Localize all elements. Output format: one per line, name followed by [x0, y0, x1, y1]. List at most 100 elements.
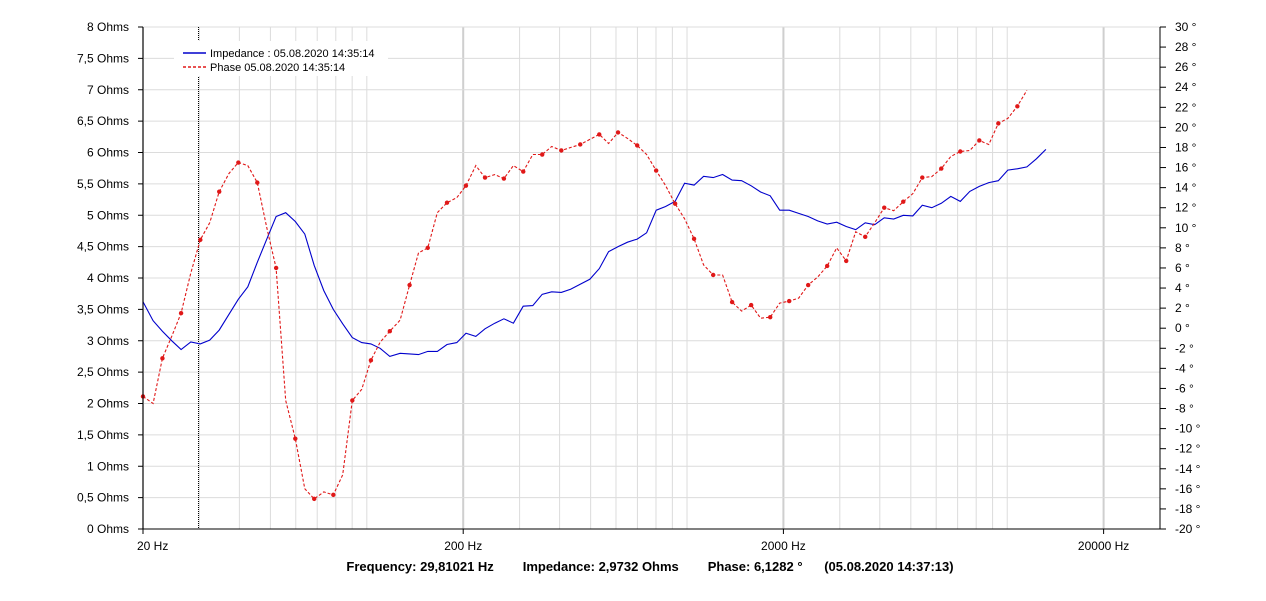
left-tick-label: 7 Ohms — [87, 83, 129, 97]
left-tick-label: 1,5 Ohms — [77, 428, 129, 442]
phase-point — [425, 245, 430, 251]
left-tick-label: 5,5 Ohms — [77, 177, 129, 191]
right-axis-ticks: -20 ° -18 ° -16 ° -14 ° -12 ° -10 ° -8 ° -6 ° -4… — [1160, 20, 1201, 536]
right-tick-label: 18 ° — [1175, 140, 1197, 154]
phase-point — [653, 168, 659, 173]
phase-point — [540, 152, 545, 157]
left-tick-label: 2 Ohms — [87, 397, 129, 411]
right-tick-label: 4 ° — [1175, 281, 1190, 295]
right-tick-label: -12 ° — [1175, 442, 1201, 456]
legend-phase-label: Phase 05.08.2020 14:35:14 — [210, 62, 345, 74]
phase-point — [521, 169, 526, 174]
legend-impedance-label: Impedance : 05.08.2020 14:35:14 — [210, 48, 375, 60]
right-tick-label: -10 ° — [1175, 422, 1201, 436]
left-tick-label: 6,5 Ohms — [77, 114, 129, 128]
right-tick-label: 8 ° — [1175, 241, 1190, 255]
left-tick-label: 1 Ohms — [87, 459, 129, 473]
phase-point — [939, 166, 944, 171]
right-tick-label: -8 ° — [1175, 402, 1194, 416]
left-tick-label: 3 Ohms — [87, 334, 129, 348]
legend: Impedance : 05.08.2020 14:35:14 Phase 05… — [174, 41, 388, 76]
phase-point — [901, 199, 906, 204]
phase-point — [805, 282, 811, 288]
readout-timestamp: (05.08.2020 14:37:13) — [824, 559, 954, 574]
phase-point — [882, 205, 887, 210]
phase-point — [559, 148, 564, 153]
right-tick-label: -14 ° — [1175, 462, 1201, 476]
phase-point — [729, 299, 735, 305]
right-tick-label: -2 ° — [1175, 341, 1194, 355]
phase-point — [293, 436, 298, 441]
phase-point — [198, 237, 203, 243]
phase-point — [350, 398, 355, 403]
phase-point — [597, 132, 602, 137]
phase-point — [444, 200, 450, 205]
right-tick-label: -6 ° — [1175, 381, 1194, 395]
right-tick-label: -16 ° — [1175, 482, 1201, 496]
right-tick-label: 2 ° — [1175, 301, 1190, 315]
phase-point — [920, 175, 925, 180]
left-tick-label: 2,5 Ohms — [77, 365, 129, 379]
readout-frequency: Frequency: 29,81021 Hz — [346, 559, 494, 574]
right-tick-label: 22 ° — [1175, 100, 1197, 114]
phase-point — [786, 298, 792, 304]
phase-point — [368, 358, 374, 363]
phase-point — [977, 138, 982, 143]
x-tick-label: 20000 Hz — [1078, 539, 1129, 553]
right-tick-label: -4 ° — [1175, 361, 1194, 375]
phase-point — [482, 175, 488, 180]
phase-point — [958, 149, 963, 154]
left-tick-label: 3,5 Ohms — [77, 302, 129, 316]
right-tick-label: 6 ° — [1175, 261, 1190, 275]
phase-point — [407, 282, 412, 288]
readout-phase: Phase: 6,1282 ° — [707, 559, 803, 574]
phase-point — [672, 201, 678, 206]
right-tick-label: 20 ° — [1175, 120, 1197, 134]
right-tick-label: 14 ° — [1175, 181, 1197, 195]
phase-point — [863, 234, 868, 240]
x-tick-label: 200 Hz — [444, 539, 482, 553]
phase-point — [178, 310, 184, 316]
left-tick-label: 6 Ohms — [87, 146, 129, 160]
phase-point — [635, 143, 640, 148]
right-tick-label: 30 ° — [1175, 20, 1197, 34]
x-tick-label: 2000 Hz — [761, 539, 806, 553]
x-axis-ticks: 20 Hz 200 Hz 2000 Hz 20000 Hz — [137, 529, 1129, 553]
right-tick-label: 0 ° — [1175, 321, 1190, 335]
left-tick-label: 5 Ohms — [87, 208, 129, 222]
series-layer — [140, 90, 1047, 502]
phase-point — [710, 272, 716, 278]
phase-point — [236, 160, 241, 165]
left-axis-ticks: 0 Ohms 0,5 Ohms 1 Ohms 1,5 Ohms 2 Ohms 2,5 Oh… — [77, 20, 143, 536]
phase-point — [768, 314, 773, 320]
legend-box — [174, 41, 388, 76]
phase-point — [748, 302, 754, 308]
phase-line — [142, 90, 1028, 500]
right-tick-label: 12 ° — [1175, 201, 1197, 215]
right-tick-label: 28 ° — [1175, 40, 1197, 54]
phase-point — [578, 142, 583, 147]
right-tick-label: 10 ° — [1175, 221, 1197, 235]
phase-point — [273, 265, 279, 271]
phase-point — [312, 496, 317, 502]
phase-point — [387, 329, 393, 334]
phase-point — [844, 258, 849, 264]
right-tick-label: 26 ° — [1175, 60, 1197, 74]
phase-point — [160, 356, 165, 361]
grid — [142, 26, 1161, 530]
right-tick-label: -20 ° — [1175, 522, 1201, 536]
left-tick-label: 4 Ohms — [87, 271, 129, 285]
phase-point — [996, 121, 1001, 126]
right-tick-label: 16 ° — [1175, 161, 1197, 175]
cursor-readout: Frequency: 29,81021 Hz Impedance: 2,9732… — [0, 559, 1266, 574]
left-tick-label: 0 Ohms — [87, 522, 129, 536]
phase-point — [691, 236, 697, 242]
right-tick-label: 24 ° — [1175, 80, 1197, 94]
phase-point — [463, 183, 469, 188]
phase-point — [824, 263, 830, 269]
phase-point — [615, 130, 621, 135]
right-tick-label: -18 ° — [1175, 502, 1201, 516]
x-tick-label: 20 Hz — [137, 539, 168, 553]
phase-point — [331, 492, 336, 498]
